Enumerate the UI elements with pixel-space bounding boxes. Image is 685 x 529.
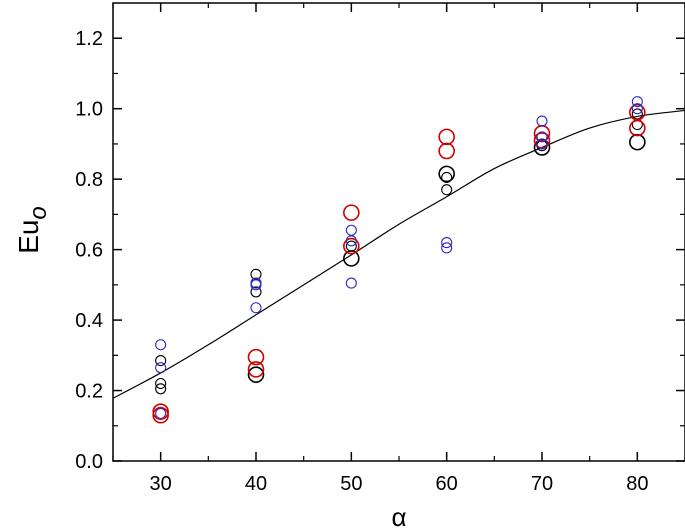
data-point-series-2 [247,361,265,378]
y-tick-label: 1.2 [75,28,103,50]
data-point-series-2 [343,204,360,221]
data-point-series-3 [536,131,548,143]
data-point-series-3 [631,103,643,115]
data-point-series-3 [536,138,548,150]
fit-curve-layer [112,109,685,399]
data-point-series-3 [155,339,167,351]
y-axis-ticks: 0.0 0.2 0.4 0.6 0.8 1.0 1.2 [75,28,685,473]
data-point-series-2 [629,119,646,137]
data-point-series-1 [441,184,453,196]
x-tick-label: 50 [340,473,362,495]
data-point-series-3 [631,96,643,108]
data-point-series-1 [155,355,167,367]
y-axis-title-main: Eu [13,220,44,254]
data-point-series-2 [247,348,265,366]
y-tick-label: 0.4 [75,310,103,332]
data-point-series-1 [629,133,646,151]
data-point-series-3 [250,279,262,291]
x-axis-ticks: 30 40 50 60 70 80 [112,3,685,495]
data-point-series-1 [250,268,262,280]
data-point-series-1 [250,286,262,298]
data-point-series-2 [629,103,646,121]
y-tick-label: 0.2 [75,381,103,403]
x-axis-title: α [391,502,406,529]
data-point-series-1 [155,383,167,395]
data-point-series-1 [343,250,360,267]
x-tick-label: 40 [245,473,267,495]
plot-frame [112,2,685,462]
data-point-series-2 [533,132,551,149]
data-points-layer [152,96,646,424]
x-tick-label: 80 [626,473,648,495]
y-tick-label: 0.0 [75,451,103,473]
data-point-series-2 [343,237,360,255]
data-point-series-2 [152,406,169,424]
fit-curve-line [112,109,685,399]
x-tick-label: 30 [150,473,172,495]
data-point-series-2 [438,142,455,160]
y-tick-label: 1.0 [75,99,103,121]
data-point-series-1 [441,171,453,183]
data-point-series-3 [155,407,167,419]
data-point-series-1 [533,139,551,156]
data-point-series-3 [345,277,357,289]
y-axis-title: Euo [13,206,52,254]
data-point-series-3 [250,302,262,314]
data-point-series-3 [441,242,453,254]
data-point-series-1 [247,366,265,383]
data-point-series-3 [345,224,357,236]
data-point-series-3 [345,235,357,247]
x-tick-label: 70 [531,473,553,495]
data-point-series-1 [155,377,167,390]
y-tick-label: 0.8 [75,169,103,191]
x-tick-label: 60 [436,473,458,495]
data-point-series-3 [155,362,167,374]
data-point-series-2 [438,128,455,146]
data-point-series-3 [441,237,453,249]
data-point-series-3 [536,115,548,127]
y-tick-label: 0.6 [75,240,103,262]
data-point-series-1 [438,165,455,183]
y-axis-title-subscript: o [25,206,52,219]
